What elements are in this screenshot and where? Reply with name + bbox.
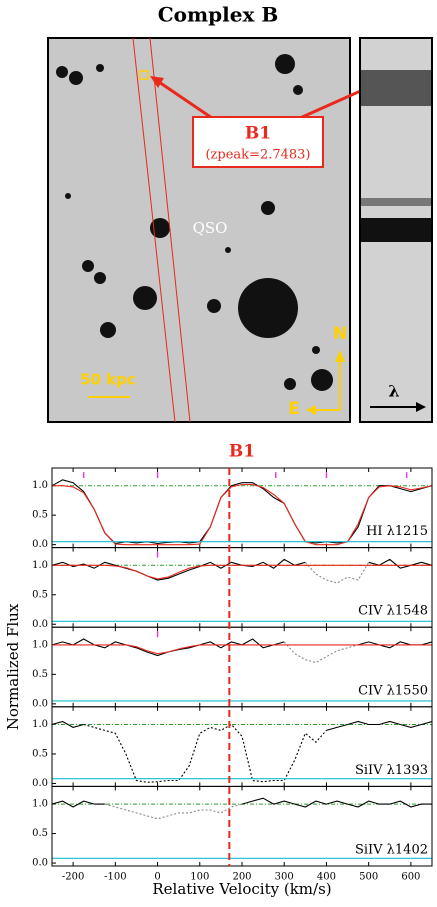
y-tick-label: 1.0 bbox=[32, 799, 48, 810]
qso-label: QSO bbox=[193, 219, 228, 237]
spectrum-line bbox=[52, 797, 432, 808]
x-tick-label: 0 bbox=[154, 872, 160, 883]
x-tick-label: -100 bbox=[104, 872, 126, 883]
image-label: B1 bbox=[245, 124, 271, 144]
compass-head bbox=[306, 405, 316, 415]
east-label: E bbox=[288, 399, 300, 419]
y-tick-label: 0.5 bbox=[32, 669, 48, 680]
line-label: CIV λ1548 bbox=[358, 604, 428, 619]
spectrum-line bbox=[52, 483, 432, 546]
spectrum-line bbox=[52, 558, 432, 581]
slit-edge bbox=[132, 37, 176, 423]
strip-feature bbox=[361, 198, 431, 206]
line-label: CIV λ1550 bbox=[358, 683, 428, 698]
spectrum-line bbox=[52, 644, 432, 655]
x-tick-label: 500 bbox=[359, 872, 378, 883]
y-tick-label: 1.0 bbox=[32, 639, 48, 650]
spectrum-line bbox=[52, 720, 432, 731]
source-box bbox=[139, 70, 149, 80]
y-tick-label: 0.5 bbox=[32, 589, 48, 600]
figure-title: Complex B bbox=[158, 3, 279, 27]
x-tick-label: 100 bbox=[190, 872, 209, 883]
y-tick-label: 0.0 bbox=[32, 858, 48, 869]
lambda-arrow-head bbox=[416, 402, 426, 412]
spectrum-line bbox=[104, 803, 243, 820]
line-label: SiIV λ1402 bbox=[355, 843, 428, 858]
qso-trace bbox=[361, 218, 431, 242]
y-tick-label: 0.5 bbox=[32, 748, 48, 759]
image-sublabel: (zpeak=2.7483) bbox=[205, 148, 310, 163]
spectra-title: B1 bbox=[229, 442, 255, 462]
line-label: SiIV λ1393 bbox=[355, 763, 428, 778]
x-tick-label: 200 bbox=[232, 872, 251, 883]
compass-head bbox=[335, 350, 345, 362]
line-label: HI λ1215 bbox=[366, 524, 428, 539]
spectrum-line bbox=[52, 638, 432, 657]
image-panel bbox=[47, 37, 351, 423]
spectrum-line bbox=[52, 564, 432, 580]
x-tick-label: 300 bbox=[275, 872, 294, 883]
spectrum-line bbox=[283, 641, 359, 664]
spectrum-line bbox=[83, 723, 327, 783]
x-tick-label: -200 bbox=[62, 872, 84, 883]
x-axis-label: Relative Velocity (km/s) bbox=[152, 880, 331, 898]
arrow bbox=[155, 78, 213, 120]
scale-label: 50 kpc bbox=[80, 371, 136, 389]
x-tick-label: 400 bbox=[317, 872, 336, 883]
y-tick-label: 1.0 bbox=[32, 480, 48, 491]
x-tick-label: 600 bbox=[401, 872, 420, 883]
strip-feature bbox=[361, 70, 431, 106]
panel-frame bbox=[51, 785, 433, 867]
y-tick-label: 0.0 bbox=[32, 619, 48, 630]
y-tick-label: 0.0 bbox=[32, 698, 48, 709]
arrow-head bbox=[150, 76, 164, 88]
spectrum-line bbox=[304, 561, 370, 584]
y-tick-label: 0.5 bbox=[32, 828, 48, 839]
image-sources bbox=[56, 54, 333, 391]
lambda-label: λ bbox=[388, 382, 399, 401]
north-label: N bbox=[333, 324, 347, 344]
slit-edge bbox=[149, 37, 191, 423]
label-box bbox=[192, 116, 324, 168]
y-tick-label: 1.0 bbox=[32, 719, 48, 730]
y-tick-label: 0.0 bbox=[32, 778, 48, 789]
y-tick-label: 0.5 bbox=[32, 510, 48, 521]
y-tick-label: 1.0 bbox=[32, 560, 48, 571]
y-tick-label: 0.0 bbox=[32, 539, 48, 550]
y-axis-label: Normalized Flux bbox=[4, 603, 22, 730]
